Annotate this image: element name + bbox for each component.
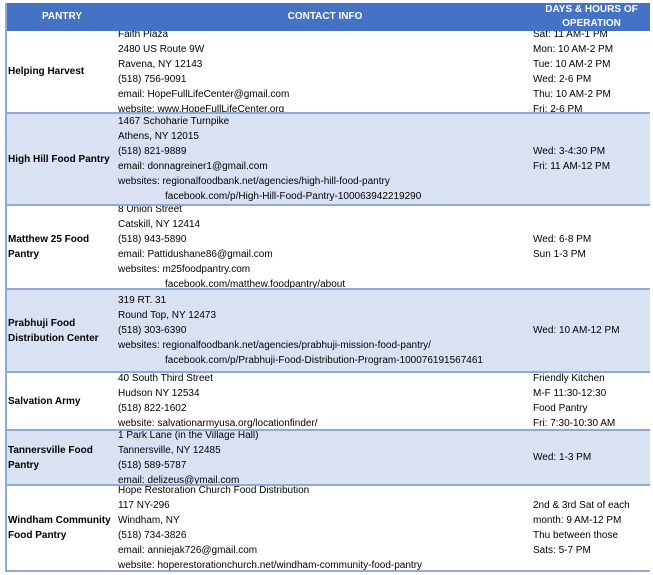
contact-line: website: salvationarmyusa.org/locationfi… [118, 418, 318, 429]
table-row: Salvation Army 40 South Third Street Hudso… [7, 373, 650, 431]
hours-line: month: 9 AM-12 PM [533, 515, 622, 526]
contact-line: (518) 756-9091 [118, 73, 187, 85]
pantry-name: Helping Harvest [8, 66, 85, 77]
contact-info: 1467 Schoharie Turnpike Athens, NY 12015 (… [117, 114, 533, 204]
contact-info: 1 Park Lane (in the Village Hall) Tanners… [117, 431, 533, 484]
contact-line: Hudson NY 12534 [118, 388, 200, 399]
operating-hours: Wed: 3-4:30 PM Fri: 11 AM-12 PM [533, 114, 650, 204]
operating-hours: Wed: 1-3 PM [533, 431, 650, 484]
contact-line: Ravena, NY 12143 [118, 58, 203, 70]
pantry-name: Salvation Army [8, 395, 81, 407]
contact-line: Faith Plaza [118, 31, 169, 40]
table-row: Matthew 25 Food Pantry 8 Union Street Cats… [7, 206, 650, 290]
operating-hours: 2nd & 3rd Sat of each month: 9 AM-12 PM Th… [533, 486, 650, 570]
hours-line: Wed: 10 AM-12 PM [533, 325, 620, 336]
operating-hours: Wed: 6-8 PM Sun 1-3 PM [533, 206, 650, 288]
contact-info: 40 South Third Street Hudson NY 12534 (518… [117, 373, 533, 429]
table-header: PANTRY CONTACT INFO DAYS & HOURS OF OPER… [7, 3, 650, 31]
header-hours: DAYS & HOURS OF OPERATION [545, 4, 638, 29]
hours-line: Wed: 1-3 PM [533, 452, 592, 463]
operating-hours: Wed: 10 AM-12 PM [533, 290, 650, 371]
hours-line: Food Pantry [533, 403, 588, 414]
contact-line: email: anniejak726@gmail.com [118, 545, 258, 556]
contact-line: (518) 589-5787 [118, 459, 187, 471]
table-row: Prabhuji Food Distribution Center 319 RT.… [7, 290, 650, 373]
table-row: High Hill Food Pantry 1467 Schoharie Turn… [7, 114, 650, 206]
operating-hours: Friendly Kitchen M-F 11:30-12:30 Food Pant… [533, 373, 650, 429]
contact-line: email: donnagreiner1@gmail.com [118, 161, 268, 172]
contact-info: Hope Restoration Church Food Distributio… [117, 486, 533, 570]
hours-line: Sun 1-3 PM [533, 249, 586, 260]
hours-line: M-F 11:30-12:30 [533, 388, 607, 399]
contact-line: (518) 821-9889 [118, 146, 187, 157]
header-pantry: PANTRY [42, 11, 82, 22]
contact-info: 8 Union Street Catskill, NY 12414 (518) 94… [117, 206, 533, 288]
contact-line: email: Pattidushane86@gmail.com [118, 249, 273, 260]
hours-line: Mon: 10 AM-2 PM [533, 43, 614, 55]
hours-line: Fri: 7:30-10:30 AM [533, 418, 616, 429]
hours-line: Friendly Kitchen [533, 373, 605, 384]
contact-line: Catskill, NY 12414 [118, 219, 201, 230]
contact-info: 319 RT. 31 Round Top, NY 12473 (518) 303-6… [117, 290, 533, 371]
contact-line: 40 South Third Street [118, 373, 213, 384]
hours-line: Sat: 11 AM-1 PM [533, 31, 608, 40]
hours-line: Fri: 2-6 PM [533, 103, 583, 113]
contact-line: (518) 303-6390 [118, 325, 187, 336]
pantry-name: Windham Community Food Pantry [8, 515, 111, 541]
contact-line: Windham, NY [118, 515, 180, 526]
hours-line: Wed: 6-8 PM [533, 234, 592, 245]
contact-line: Athens, NY 12015 [118, 131, 199, 142]
hours-line: Thu between those [533, 530, 619, 541]
contact-line: websites: regionalfoodbank.net/agencies/… [118, 340, 431, 351]
operating-hours: Sat: 11 AM-1 PM Mon: 10 AM-2 PM Tue: 10 AM… [533, 31, 650, 112]
contact-line: email: delizeus@ymail.com [118, 474, 240, 485]
contact-line: website: hoperestorationchurch.net/windh… [118, 560, 423, 570]
contact-info: Faith Plaza 2480 US Route 9W Ravena, NY 12… [117, 31, 533, 112]
table-row: Windham Community Food Pantry Hope Restor… [7, 486, 650, 572]
hours-line: Thu: 10 AM-2 PM [533, 88, 611, 100]
contact-line: Hope Restoration Church Food Distributio… [118, 486, 310, 496]
contact-line: 1467 Schoharie Turnpike [118, 116, 230, 127]
contact-line: 1 Park Lane (in the Village Hall) [118, 431, 259, 441]
contact-line: (518) 943-5890 [118, 234, 187, 245]
contact-line: 8 Union Street [118, 206, 182, 215]
contact-line: facebook.com/matthew.foodpantry/about [165, 279, 346, 288]
contact-line: (518) 822-1602 [118, 403, 187, 414]
contact-line: facebook.com/p/High-Hill-Food-Pantry-100… [165, 191, 422, 202]
contact-line: Tannersville, NY 12485 [118, 444, 221, 456]
hours-line: Tue: 10 AM-2 PM [533, 58, 611, 70]
hours-line: Fri: 11 AM-12 PM [533, 161, 611, 172]
hours-line: Wed: 2-6 PM [533, 73, 592, 85]
pantry-name: Matthew 25 Food Pantry [8, 234, 90, 260]
header-contact: CONTACT INFO [287, 11, 363, 22]
pantry-name: Prabhuji Food Distribution Center [8, 317, 99, 344]
contact-line: 117 NY-296 [118, 500, 170, 511]
contact-line: website: www.HopeFullLifeCenter.org [118, 103, 285, 113]
contact-line: 2480 US Route 9W [118, 43, 205, 55]
contact-line: websites: regionalfoodbank.net/agencies/… [118, 176, 390, 187]
pantry-name: Tannersville Food Pantry [8, 444, 93, 471]
pantry-name: High Hill Food Pantry [8, 153, 110, 165]
table-row: Tannersville Food Pantry 1 Park Lane (in … [7, 431, 650, 486]
food-pantry-table: PANTRY CONTACT INFO DAYS & HOURS OF OPER… [5, 3, 650, 572]
hours-line: 2nd & 3rd Sat of each [533, 500, 630, 511]
contact-line: facebook.com/p/Prabhuji-Food-Distributio… [165, 355, 483, 366]
contact-line: Round Top, NY 12473 [118, 310, 217, 321]
table-row: Helping Harvest Faith Plaza 2480 US Route … [7, 31, 650, 114]
contact-line: (518) 734-3826 [118, 530, 187, 541]
contact-line: 319 RT. 31 [118, 295, 167, 306]
contact-line: websites: m25foodpantry.com [118, 264, 251, 275]
hours-line: Sats: 5-7 PM [533, 545, 591, 556]
hours-line: Wed: 3-4:30 PM [533, 146, 606, 157]
contact-line: email: HopeFullLifeCenter@gmail.com [118, 88, 290, 100]
